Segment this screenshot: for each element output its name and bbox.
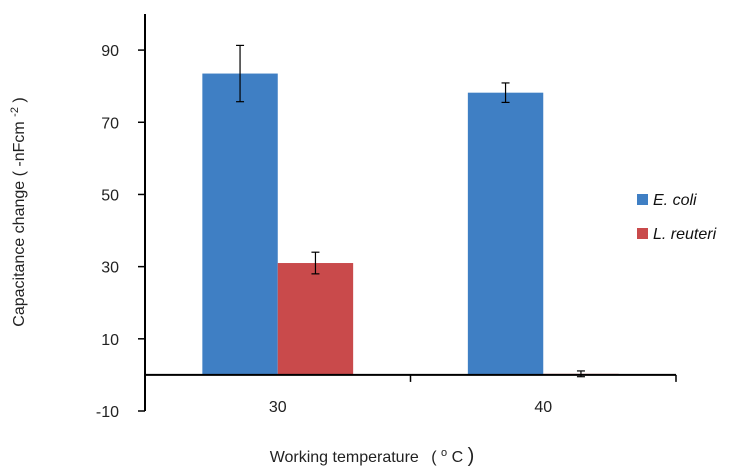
ticks-layer: -10 10 30 50 70 90 30 40 (96, 43, 677, 421)
legend-label-e-coli: E. coli (653, 192, 697, 209)
y-tick-label: 10 (101, 332, 119, 349)
y-tick-label: -10 (96, 404, 119, 421)
y-tick-label: 50 (101, 187, 119, 204)
y-tick-label: 70 (101, 115, 119, 132)
bar (202, 73, 278, 375)
legend-swatch-l-reuteri (637, 228, 648, 239)
y-tick-label: 30 (101, 260, 119, 277)
x-tick-label: 40 (534, 399, 552, 416)
bar (277, 263, 354, 375)
x-axis-title: Working temperature ( o C ) (270, 443, 475, 467)
bars-layer (202, 73, 619, 375)
bar (467, 92, 544, 375)
y-axis-title: Capacitance change ( -nFcm -2 ) (5, 97, 28, 326)
legend-swatch-e-coli (637, 194, 648, 205)
x-tick-label: 30 (269, 399, 287, 416)
legend: E. coli L. reuteri (637, 192, 717, 243)
legend-label-l-reuteri: L. reuteri (653, 226, 717, 243)
y-tick-label: 90 (101, 43, 119, 60)
